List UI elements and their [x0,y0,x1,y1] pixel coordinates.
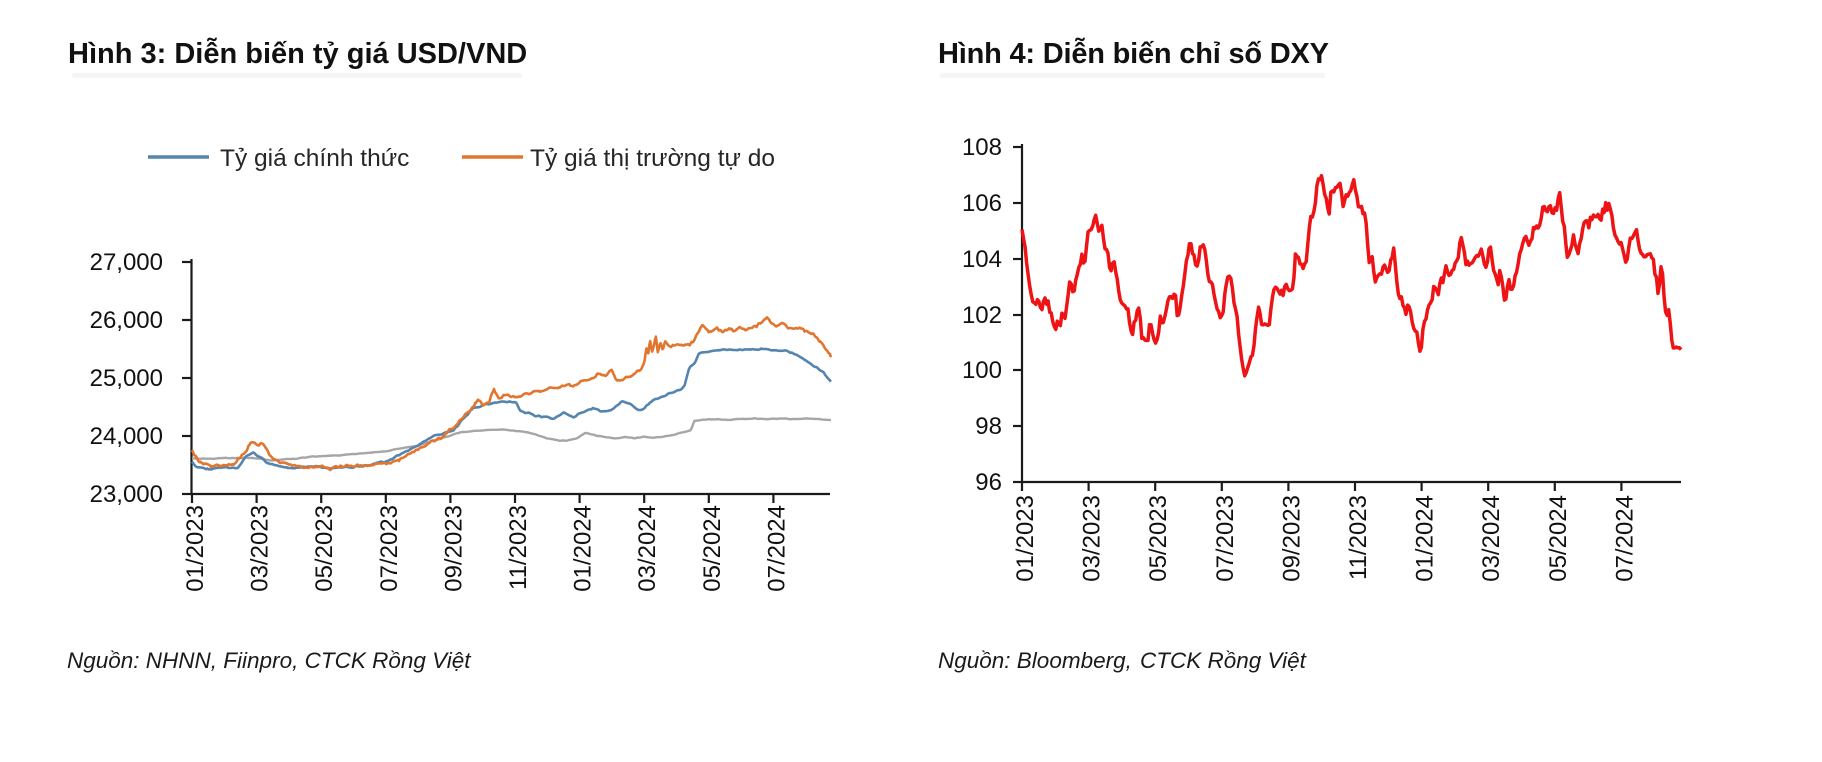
svg-text:11/2023: 11/2023 [505,505,532,590]
svg-text:102: 102 [962,302,1002,329]
svg-text:01/2023: 01/2023 [1012,495,1039,582]
svg-text:03/2024: 03/2024 [1478,495,1505,582]
svg-text:01/2024: 01/2024 [570,505,597,592]
svg-text:01/2023: 01/2023 [182,505,209,592]
svg-text:05/2024: 05/2024 [1545,495,1572,582]
svg-text:108: 108 [962,134,1002,161]
svg-text:104: 104 [962,246,1002,273]
svg-text:03/2024: 03/2024 [634,505,661,592]
svg-text:100: 100 [962,357,1002,384]
svg-text:01/2024: 01/2024 [1412,495,1439,582]
svg-text:05/2023: 05/2023 [1145,495,1172,582]
svg-text:23,000: 23,000 [90,481,163,508]
svg-text:03/2023: 03/2023 [1079,495,1106,582]
svg-text:05/2024: 05/2024 [699,505,726,592]
svg-text:09/2023: 09/2023 [440,505,467,592]
svg-text:07/2024: 07/2024 [1611,495,1638,582]
svg-text:Tỷ giá chính thức: Tỷ giá chính thức [220,145,409,172]
svg-text:07/2024: 07/2024 [763,505,790,592]
svg-text:07/2023: 07/2023 [1212,495,1239,582]
svg-text:07/2023: 07/2023 [376,505,403,592]
svg-text:24,000: 24,000 [90,423,163,450]
svg-text:26,000: 26,000 [90,307,163,334]
svg-text:Tỷ giá thị trường tự do: Tỷ giá thị trường tự do [530,145,775,172]
svg-text:05/2023: 05/2023 [311,505,338,592]
svg-text:09/2023: 09/2023 [1278,495,1305,582]
svg-text:106: 106 [962,190,1002,217]
svg-text:96: 96 [975,469,1002,496]
svg-text:11/2023: 11/2023 [1345,495,1372,580]
svg-text:03/2023: 03/2023 [247,505,274,592]
svg-text:98: 98 [975,413,1002,440]
svg-text:25,000: 25,000 [90,365,163,392]
svg-text:27,000: 27,000 [90,249,163,276]
